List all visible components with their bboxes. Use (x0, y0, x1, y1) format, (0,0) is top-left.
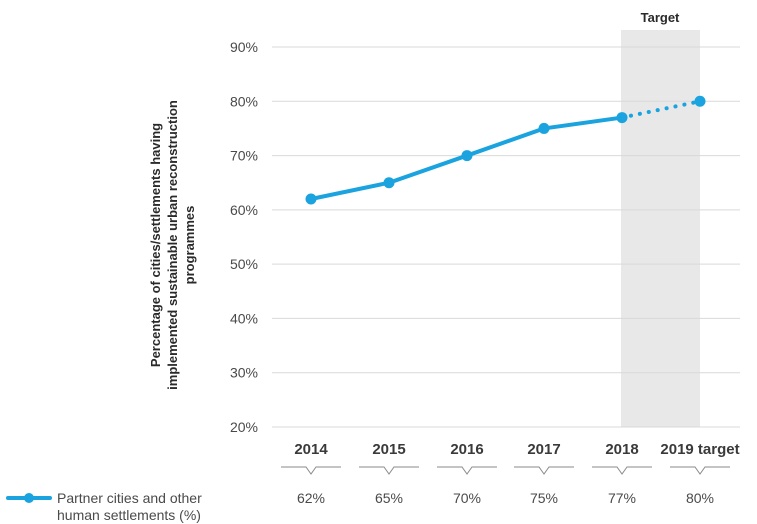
data-value-label: 70% (453, 490, 481, 506)
y-axis-label-line-3: programmes (182, 206, 197, 285)
category-separator (281, 466, 341, 475)
y-tick-label: 50% (230, 256, 258, 272)
data-value-label: 80% (686, 490, 714, 506)
legend-label-line-2: human settlements (%) (57, 507, 201, 523)
data-point (616, 112, 628, 124)
legend-marker (24, 493, 34, 503)
data-point (305, 193, 317, 205)
x-tick-label: 2017 (527, 441, 560, 458)
x-tick-label: 2018 (605, 441, 638, 458)
category-separator (670, 466, 730, 475)
data-value-label: 62% (297, 490, 325, 506)
legend-label-line-1: Partner cities and other (57, 490, 202, 506)
data-value-label: 77% (608, 490, 636, 506)
category-separator (514, 466, 574, 475)
x-tick-label: 2015 (372, 441, 405, 458)
y-tick-label: 70% (230, 148, 258, 164)
data-point (383, 177, 395, 189)
data-value-label: 75% (530, 490, 558, 506)
y-tick-label: 40% (230, 310, 258, 326)
category-separator (592, 466, 652, 475)
x-tick-label: 2014 (294, 441, 328, 458)
target-band (621, 30, 700, 427)
y-tick-label: 90% (230, 39, 258, 55)
data-point (538, 122, 550, 134)
category-separator (437, 466, 497, 475)
y-tick-label: 30% (230, 365, 258, 381)
x-tick-label: 2016 (450, 441, 483, 458)
x-tick-label: 2019 target (660, 441, 739, 458)
y-axis-label-line-1: Percentage of cities/settlements having (148, 123, 163, 367)
y-tick-label: 60% (230, 202, 258, 218)
category-separator (359, 466, 419, 475)
y-axis-label-line-2: implemented sustainable urban reconstruc… (165, 100, 180, 390)
data-value-label: 65% (375, 490, 403, 506)
y-tick-label: 20% (230, 419, 258, 435)
legend: Partner cities and other human settlemen… (6, 490, 202, 523)
target-label: Target (641, 10, 680, 25)
y-tick-label: 80% (230, 93, 258, 109)
y-axis-label: Percentage of cities/settlements having … (148, 100, 197, 390)
data-point (694, 95, 706, 107)
data-point (461, 150, 473, 162)
